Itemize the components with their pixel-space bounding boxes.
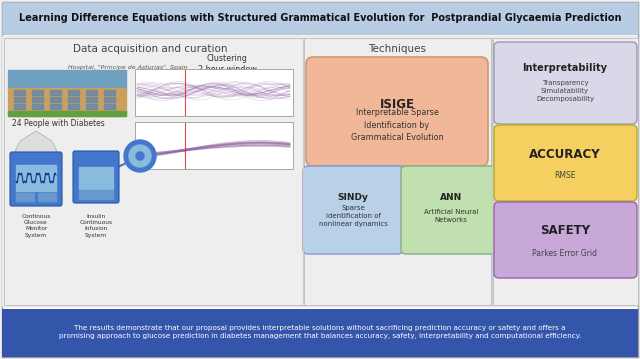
Text: SAFETY: SAFETY bbox=[540, 224, 590, 238]
Bar bbox=[8, 88, 126, 116]
Bar bbox=[16, 165, 56, 191]
Text: Sparse
identification of
nonlinear dynamics: Sparse identification of nonlinear dynam… bbox=[319, 205, 387, 227]
FancyBboxPatch shape bbox=[10, 152, 62, 206]
Circle shape bbox=[124, 140, 156, 172]
Circle shape bbox=[136, 152, 144, 160]
FancyBboxPatch shape bbox=[4, 38, 303, 305]
Bar bbox=[86, 90, 97, 95]
Bar bbox=[32, 97, 43, 102]
Text: Data acquisition and curation: Data acquisition and curation bbox=[73, 44, 227, 54]
Bar bbox=[14, 104, 25, 109]
Bar bbox=[86, 97, 97, 102]
Bar bbox=[104, 90, 115, 95]
Bar bbox=[79, 190, 113, 199]
FancyBboxPatch shape bbox=[493, 38, 638, 305]
Bar bbox=[50, 97, 61, 102]
Text: SINDy: SINDy bbox=[337, 192, 369, 201]
Text: ISIGE: ISIGE bbox=[380, 98, 415, 112]
Bar bbox=[68, 97, 79, 102]
FancyBboxPatch shape bbox=[494, 202, 637, 278]
FancyBboxPatch shape bbox=[306, 57, 488, 166]
Bar bbox=[14, 90, 25, 95]
FancyBboxPatch shape bbox=[135, 122, 293, 169]
Bar bbox=[8, 70, 126, 91]
Bar bbox=[32, 90, 43, 95]
FancyBboxPatch shape bbox=[494, 125, 637, 201]
Text: Clustering
2 hour window
before meal: Clustering 2 hour window before meal bbox=[198, 54, 257, 86]
FancyBboxPatch shape bbox=[494, 42, 637, 124]
Text: RMSE: RMSE bbox=[554, 172, 576, 181]
FancyBboxPatch shape bbox=[73, 151, 119, 203]
FancyBboxPatch shape bbox=[135, 69, 293, 116]
Bar bbox=[86, 104, 97, 109]
Bar bbox=[68, 104, 79, 109]
Text: Objectives: Objectives bbox=[538, 44, 593, 54]
Text: The results demonstrate that our proposal provides interpretable solutions witho: The results demonstrate that our proposa… bbox=[59, 325, 581, 339]
Text: ACCURACY: ACCURACY bbox=[529, 148, 601, 160]
Bar bbox=[104, 97, 115, 102]
Bar bbox=[14, 97, 25, 102]
Polygon shape bbox=[14, 131, 58, 153]
Bar bbox=[68, 90, 79, 95]
Bar bbox=[32, 104, 43, 109]
FancyBboxPatch shape bbox=[304, 38, 491, 305]
FancyBboxPatch shape bbox=[401, 166, 501, 254]
Text: Learning Difference Equations with Structured Grammatical Evolution for  Postpra: Learning Difference Equations with Struc… bbox=[19, 13, 621, 23]
Text: Transparency
Simulatability
Decomposability: Transparency Simulatability Decomposabil… bbox=[536, 79, 594, 103]
Bar bbox=[79, 167, 113, 189]
Bar bbox=[50, 90, 61, 95]
FancyBboxPatch shape bbox=[2, 2, 638, 34]
FancyBboxPatch shape bbox=[2, 309, 638, 357]
Bar bbox=[8, 111, 126, 116]
Bar bbox=[104, 104, 115, 109]
Text: Techniques: Techniques bbox=[368, 44, 426, 54]
Bar bbox=[38, 193, 56, 201]
Text: 24 People with Diabetes: 24 People with Diabetes bbox=[12, 118, 105, 127]
Text: Parkes Error Grid: Parkes Error Grid bbox=[532, 248, 598, 257]
Text: Artificial Neural
Networks: Artificial Neural Networks bbox=[424, 209, 478, 223]
Text: Continous
Glucose
Monitor
System: Continous Glucose Monitor System bbox=[21, 214, 51, 238]
FancyBboxPatch shape bbox=[303, 166, 403, 254]
Text: Insulin
Continuous
Infusion
System: Insulin Continuous Infusion System bbox=[79, 214, 113, 238]
Text: Interpretable Sparse
Identification by
Grammatical Evolution: Interpretable Sparse Identification by G… bbox=[351, 108, 444, 142]
Text: Hospital, "Principe de Asturias", Spain: Hospital, "Principe de Asturias", Spain bbox=[68, 65, 188, 70]
Text: ANN: ANN bbox=[440, 192, 462, 201]
FancyBboxPatch shape bbox=[2, 36, 638, 307]
FancyBboxPatch shape bbox=[8, 70, 126, 116]
Text: Interpretability: Interpretability bbox=[522, 63, 607, 73]
Circle shape bbox=[129, 145, 151, 167]
Bar bbox=[50, 104, 61, 109]
Bar bbox=[16, 193, 34, 201]
